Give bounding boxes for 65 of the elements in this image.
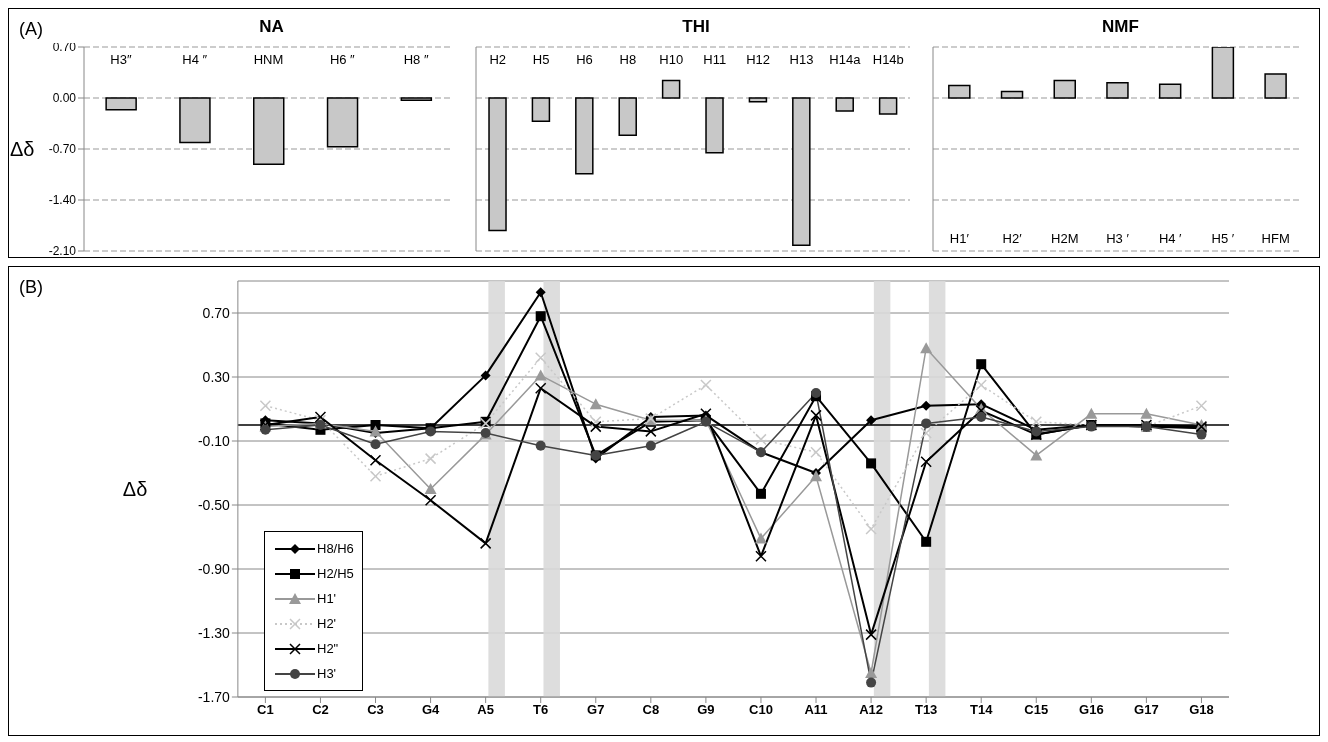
x-tick-label: A11	[804, 702, 828, 718]
x-tick-label: C3	[367, 702, 384, 718]
x-tick-label: H1′	[949, 231, 970, 246]
x-tick-label: C10	[749, 702, 773, 718]
x-tick-label: T13	[914, 702, 938, 718]
x-tick-label: H3 ′	[1106, 231, 1130, 246]
legend-label: H8/H6	[317, 541, 354, 556]
y-tick-label: -0.10	[197, 432, 231, 449]
x-tick-label: T6	[533, 702, 549, 718]
x-tick-label: H3″	[110, 52, 132, 68]
legend-label: H2'	[317, 616, 337, 631]
x-tick-label: HNM	[253, 52, 284, 68]
y-tick-label: 0.00	[52, 91, 77, 106]
y-axis-title: Δδ	[122, 478, 148, 501]
x-tick-label: H12	[746, 52, 771, 68]
x-tick-label: H2′	[1002, 231, 1023, 246]
y-tick-label: -1.70	[197, 688, 231, 705]
y-tick-label: -1.30	[197, 624, 231, 641]
x-tick-label: H11	[703, 52, 727, 68]
x-tick-label: G18	[1189, 702, 1214, 718]
x-tick-label: A12	[859, 702, 884, 718]
text: (B)	[19, 277, 43, 298]
chart-title: NMF	[1101, 16, 1140, 38]
x-tick-label: H14b	[872, 52, 904, 68]
x-tick-label: C15	[1024, 702, 1049, 718]
y-tick-label: -0.70	[48, 142, 77, 157]
x-tick-label: H6 ″	[329, 52, 356, 68]
x-tick-label: H4 ″	[182, 52, 208, 68]
y-tick-label: 0.70	[202, 304, 231, 321]
x-tick-label: H2M	[1051, 231, 1079, 246]
x-tick-label: C8	[642, 702, 660, 718]
x-tick-label: H5	[532, 52, 550, 68]
x-tick-label: H8	[619, 52, 637, 68]
legend-label: H1'	[317, 591, 337, 606]
y-tick-label: -0.90	[197, 560, 231, 577]
chart-title: THI	[681, 16, 711, 38]
x-tick-label: H13	[789, 52, 814, 68]
y-tick-label: 0.70	[52, 40, 77, 55]
legend-label: H3'	[317, 666, 337, 681]
y-tick-label: -0.50	[197, 496, 231, 513]
y-axis-title: Δδ	[10, 138, 35, 161]
text: (A)	[19, 19, 43, 40]
x-tick-label: HFM	[1261, 231, 1290, 246]
x-tick-label: H6	[576, 52, 593, 68]
legend-label: H2/H5	[317, 566, 354, 581]
legend-label: H2"	[317, 641, 339, 656]
x-tick-label: C1	[257, 702, 274, 718]
x-tick-label: H14a	[829, 52, 862, 68]
x-tick-label: T14	[970, 702, 994, 718]
x-tick-label: G16	[1079, 702, 1104, 718]
x-tick-label: H4 ′	[1158, 231, 1183, 246]
x-tick-label: G4	[421, 702, 441, 718]
x-tick-label: G17	[1134, 702, 1159, 718]
x-tick-label: H2	[489, 52, 507, 68]
y-tick-label: -2.10	[48, 244, 77, 259]
chart-title: NA	[259, 17, 284, 36]
x-tick-label: H5 ′	[1211, 231, 1235, 246]
x-tick-label: C2	[312, 702, 329, 718]
x-tick-label: H10	[659, 52, 684, 68]
x-tick-label: A5	[477, 702, 494, 718]
x-tick-label: G7	[587, 702, 605, 718]
y-tick-label: -1.40	[48, 193, 77, 208]
x-tick-label: H8 ″	[403, 52, 429, 68]
y-tick-label: 0.30	[202, 368, 231, 385]
x-tick-label: G9	[697, 702, 715, 718]
